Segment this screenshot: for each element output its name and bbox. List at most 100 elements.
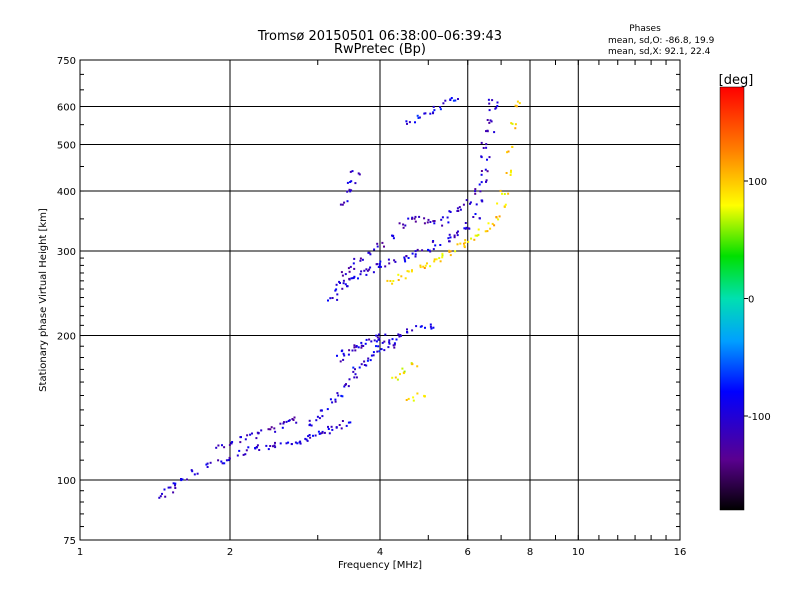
- data-point: [377, 345, 380, 348]
- data-point: [345, 383, 347, 386]
- data-point: [348, 378, 351, 381]
- data-point: [433, 220, 436, 222]
- data-point: [174, 487, 177, 489]
- data-point: [465, 199, 468, 202]
- data-point: [372, 351, 375, 354]
- data-point: [457, 209, 460, 212]
- data-point: [244, 453, 247, 456]
- data-point: [485, 146, 488, 149]
- data-point: [336, 354, 338, 357]
- data-point: [294, 441, 297, 444]
- colorbar-label: [deg]: [719, 73, 754, 88]
- data-point: [352, 262, 355, 265]
- data-point: [441, 224, 444, 227]
- data-point: [205, 463, 208, 466]
- data-point: [490, 120, 493, 123]
- data-point: [447, 237, 450, 240]
- data-point: [476, 234, 479, 237]
- data-point: [467, 227, 470, 230]
- data-point: [416, 392, 419, 395]
- data-point: [221, 444, 223, 447]
- data-point: [454, 250, 457, 253]
- data-point: [223, 446, 226, 449]
- data-point: [440, 218, 443, 221]
- data-point: [347, 421, 350, 424]
- data-point: [444, 99, 447, 102]
- data-point: [432, 220, 435, 223]
- data-point: [320, 432, 323, 435]
- data-point: [401, 367, 404, 370]
- data-point: [497, 218, 500, 221]
- x-tick-label: 6: [465, 547, 471, 558]
- data-point: [335, 283, 338, 286]
- data-point: [491, 222, 494, 225]
- data-point: [429, 265, 432, 268]
- data-point: [463, 246, 466, 249]
- data-point: [290, 443, 293, 446]
- data-point: [446, 216, 449, 219]
- data-point: [358, 173, 361, 176]
- data-point: [267, 428, 270, 431]
- data-point: [403, 370, 406, 373]
- data-point: [478, 183, 481, 186]
- data-point: [308, 434, 311, 436]
- data-point: [379, 260, 382, 263]
- data-point: [193, 473, 196, 476]
- data-point: [354, 373, 357, 376]
- data-point: [393, 342, 396, 345]
- data-point: [369, 266, 372, 269]
- data-point: [474, 234, 477, 237]
- data-point: [424, 112, 427, 115]
- data-point: [330, 425, 333, 428]
- data-point: [429, 112, 432, 115]
- data-point: [414, 220, 417, 223]
- colorbar-tick-label: 100: [748, 177, 767, 188]
- data-point: [392, 234, 395, 237]
- data-point: [488, 109, 491, 112]
- data-point: [383, 349, 386, 352]
- data-point: [381, 341, 384, 344]
- data-point: [298, 441, 301, 444]
- data-point: [257, 432, 260, 435]
- data-point: [430, 327, 433, 330]
- data-point: [273, 444, 276, 447]
- data-point: [346, 200, 349, 203]
- data-point: [448, 249, 451, 252]
- data-point: [283, 421, 285, 424]
- data-point: [458, 206, 461, 209]
- data-point: [463, 227, 466, 230]
- data-point: [272, 445, 274, 448]
- data-point: [474, 213, 477, 215]
- data-point: [206, 466, 209, 468]
- data-point: [355, 345, 358, 347]
- data-point: [339, 203, 342, 206]
- data-point: [360, 363, 363, 366]
- data-point: [353, 346, 356, 349]
- data-point: [485, 130, 487, 133]
- data-point: [180, 479, 183, 482]
- data-point: [427, 218, 430, 221]
- data-point: [388, 339, 391, 342]
- data-point: [361, 258, 364, 261]
- data-point: [387, 346, 390, 349]
- data-point: [366, 359, 369, 362]
- data-point: [256, 444, 259, 447]
- data-point: [433, 222, 436, 225]
- data-point: [353, 257, 356, 260]
- data-point: [351, 170, 354, 173]
- y-tick-label: 100: [57, 476, 76, 487]
- data-point: [412, 396, 415, 399]
- data-point: [510, 122, 513, 125]
- data-point: [376, 336, 379, 339]
- data-point: [331, 401, 334, 404]
- data-point: [306, 439, 309, 442]
- data-point: [339, 282, 341, 284]
- data-point: [360, 346, 363, 349]
- data-point: [293, 416, 296, 419]
- data-point: [397, 279, 400, 281]
- data-point: [496, 202, 499, 205]
- data-point: [354, 182, 357, 185]
- data-point: [314, 434, 317, 437]
- data-point: [349, 190, 352, 193]
- data-point: [516, 100, 519, 103]
